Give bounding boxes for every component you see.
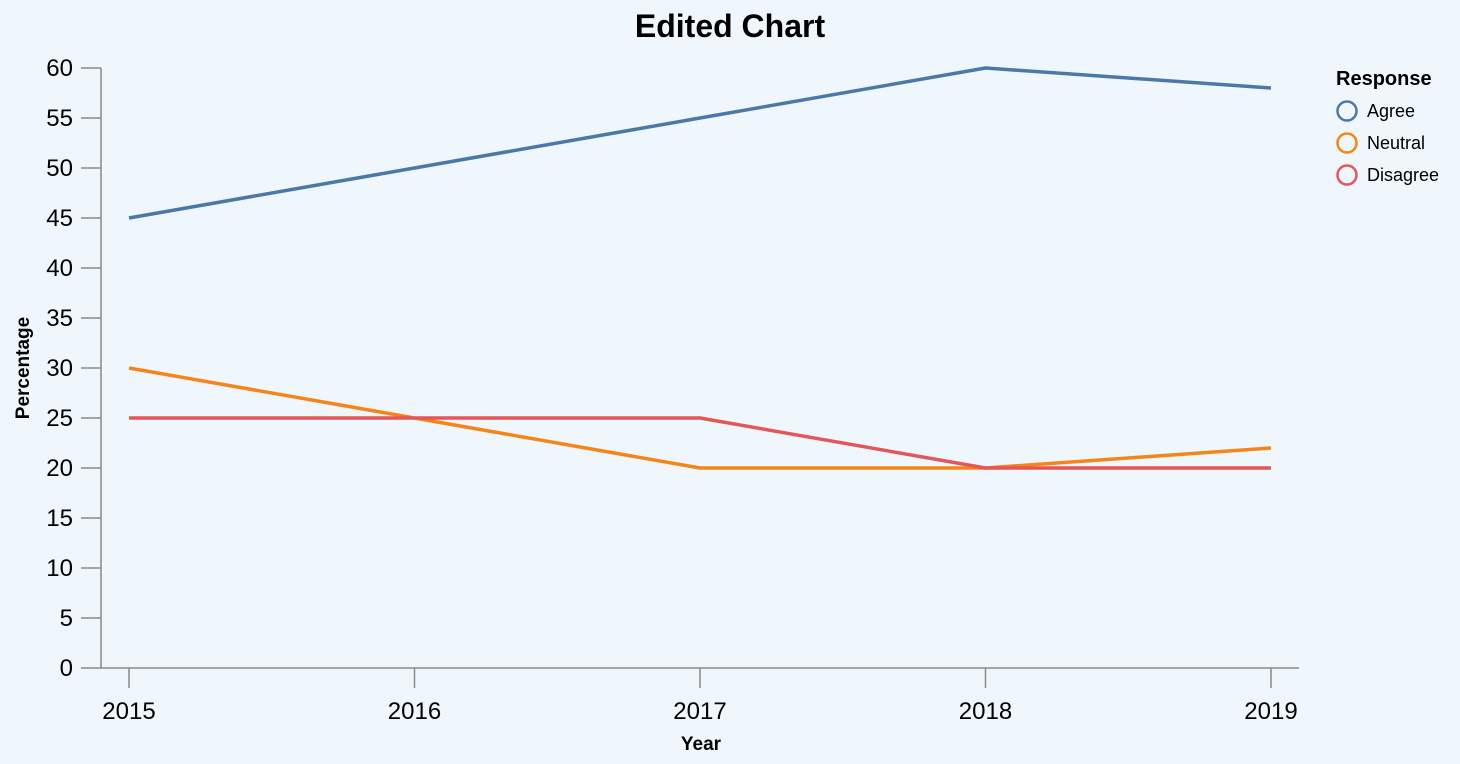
legend-label-agree[interactable]: Agree [1367,101,1415,121]
legend-label-disagree[interactable]: Disagree [1367,165,1439,185]
axes: 0 5 10 15 20 25 30 35 40 45 50 55 60 2015 2016 2017 2018… [46,55,1299,725]
y-tick-label: 55 [46,105,73,132]
legend[interactable]: Response Agree Neutral Disagree [1336,68,1439,186]
y-tick-label: 10 [46,555,73,582]
chart-title: Edited Chart [635,8,826,44]
y-tick-label: 45 [46,205,73,232]
legend-title: Response [1336,68,1432,90]
x-tick-label: 2017 [673,698,726,725]
y-tick-label: 15 [46,505,73,532]
series-line-neutral[interactable] [128,366,1272,470]
legend-symbol-disagree[interactable] [1336,164,1358,186]
x-tick-label: 2018 [959,698,1012,725]
series-line-agree[interactable] [128,66,1272,220]
y-tick-label: 20 [46,455,73,482]
legend-label-neutral[interactable]: Neutral [1367,133,1425,153]
legend-symbol-neutral[interactable] [1336,132,1358,154]
y-tick-label: 60 [46,55,73,82]
x-tick-label: 2019 [1244,698,1297,725]
y-axis-title: Percentage [13,317,34,419]
x-tick-label: 2015 [102,698,155,725]
y-tick-label: 5 [60,605,73,632]
y-tick-label: 0 [60,655,73,682]
y-tick-label: 50 [46,155,73,182]
legend-symbol-agree[interactable] [1336,100,1358,122]
series-lines [128,66,1272,470]
x-tick-label: 2016 [388,698,441,725]
y-tick-label: 25 [46,405,73,432]
series-line-disagree[interactable] [129,416,1271,470]
y-tick-label: 35 [46,305,73,332]
y-tick-label: 30 [46,355,73,382]
y-tick-label: 40 [46,255,73,282]
x-axis-title: Year [681,734,722,755]
